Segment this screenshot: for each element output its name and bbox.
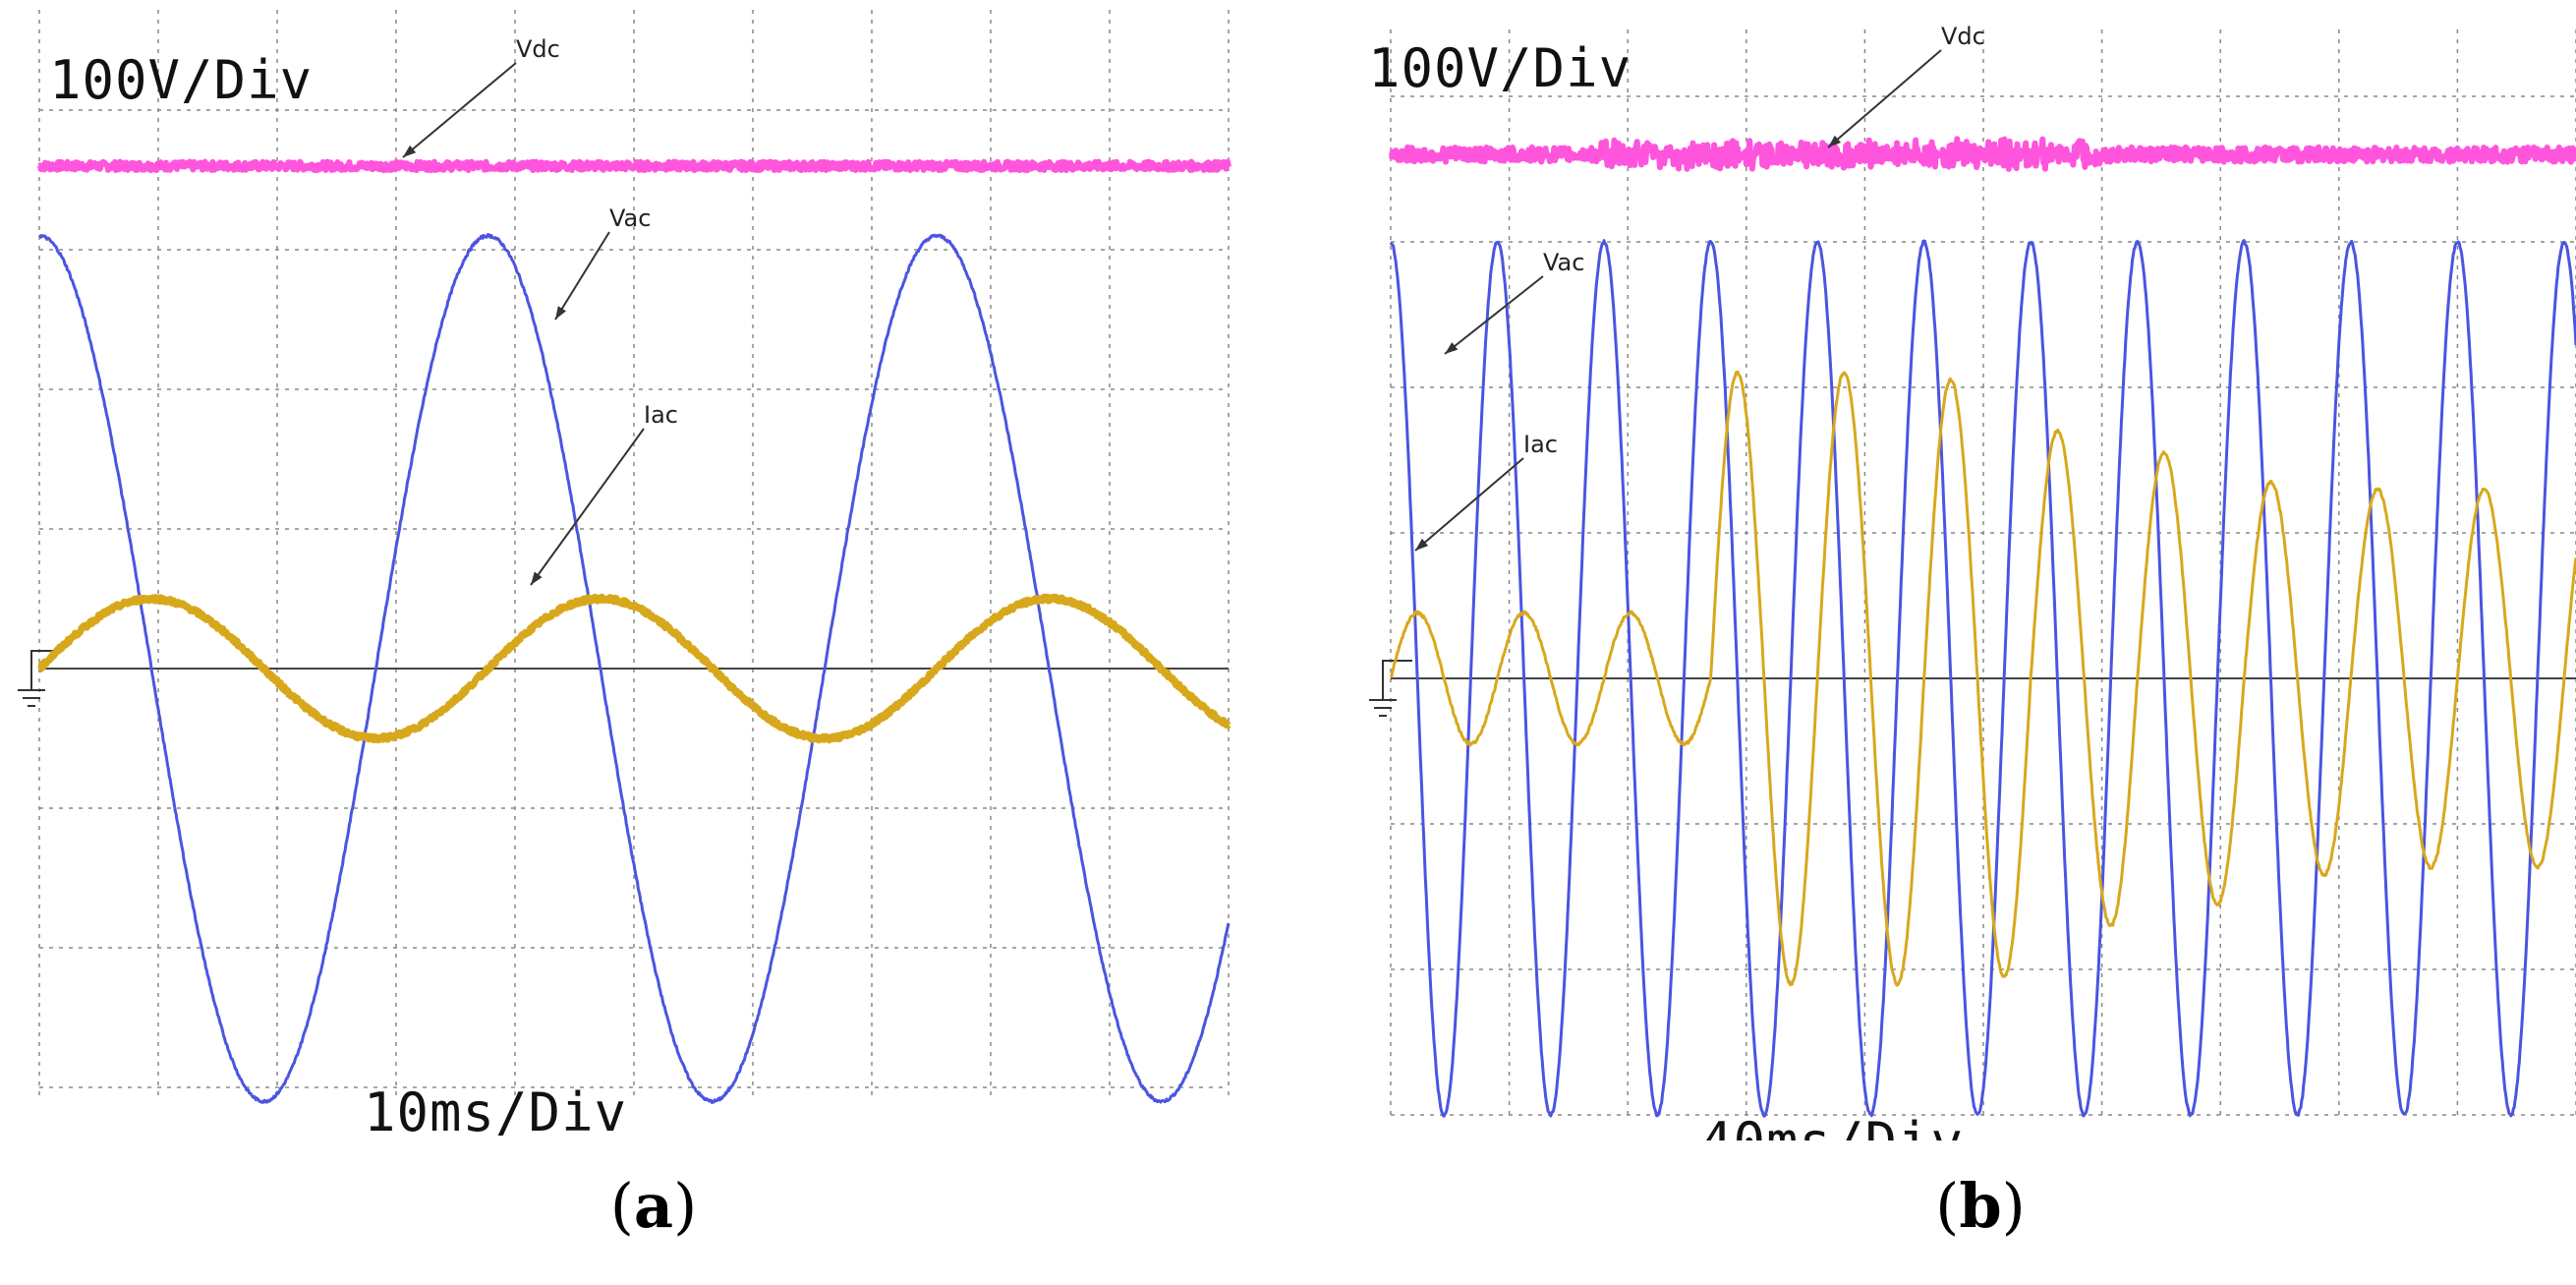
caption-a-letter: a [633,1170,674,1242]
trace-iac [36,593,1231,744]
svg-text:Vdc: Vdc [516,35,560,63]
svg-text:Vac: Vac [609,204,651,232]
ground-icon [18,650,61,707]
grid-a [18,10,1230,1101]
scope-panel-b: Vdc Vac Iac 100V/Div 40ms/Div [1366,0,2576,1140]
scope-chart-b: Vdc Vac Iac 100V/Div 40ms/Div [1368,23,2576,1140]
time-scale-label-a: 10ms/Div [364,1081,627,1140]
trace-iac [1389,370,2576,987]
grid-b [1369,29,2576,1121]
scope-panel-a: Vdc Vac Iac 100V/Div 10ms/Div [0,0,1248,1140]
time-scale-label-b: 40ms/Div [1700,1111,1964,1140]
annotation-iac: Iac [530,401,678,586]
traces-b [1388,136,2576,1118]
volt-scale-label-b: 100V/Div [1368,37,1631,99]
svg-text:Iac: Iac [644,401,678,429]
caption-b-letter: b [1959,1170,2002,1242]
annotations-a: Vdc Vac Iac [402,35,678,586]
caption-b: (b) [1935,1170,2026,1242]
trace-vac [38,233,1231,1104]
svg-text:Iac: Iac [1523,431,1558,458]
trace-vdc [1388,136,2576,172]
annotation-vdc: Vdc [402,35,560,158]
annotation-iac: Iac [1414,431,1558,552]
scope-chart-a: Vdc Vac Iac 100V/Div 10ms/Div [18,10,1231,1140]
traces-a [36,158,1231,1104]
annotation-vac: Vac [554,204,651,321]
ground-icon [1369,660,1412,717]
trace-vac [1389,239,2576,1118]
annotation-vac: Vac [1444,249,1584,355]
svg-text:Vdc: Vdc [1941,23,1985,50]
trace-vdc [36,158,1231,174]
annotation-vdc: Vdc [1827,23,1985,148]
caption-a: (a) [609,1170,698,1242]
svg-text:Vac: Vac [1543,249,1584,276]
annotations-b: Vdc Vac Iac [1414,23,1985,552]
volt-scale-label-a: 100V/Div [49,49,313,111]
